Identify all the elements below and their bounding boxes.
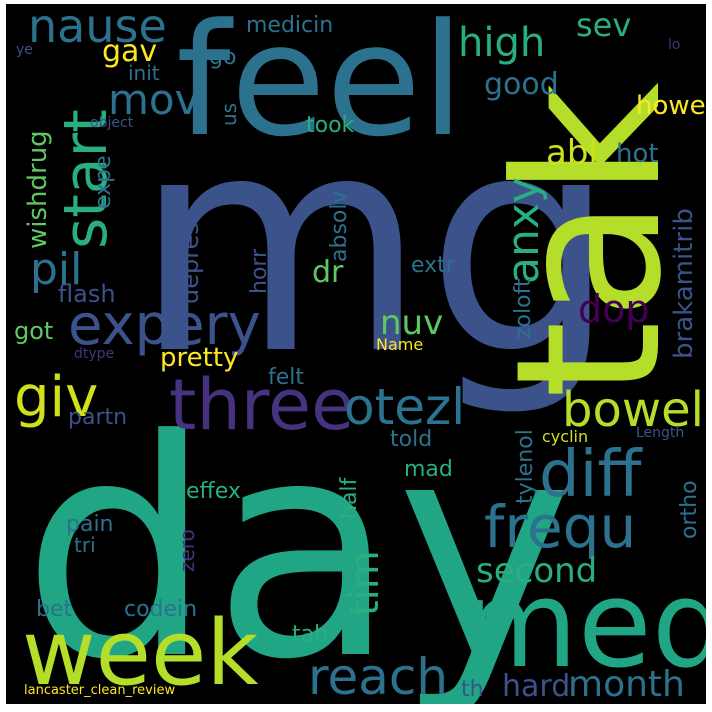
word-told: told (390, 427, 432, 452)
word-partn: partn (68, 405, 127, 430)
word-expe: expe (91, 155, 116, 209)
word-ortho: ortho (677, 480, 702, 539)
word-extr: extr (411, 253, 456, 278)
word-tim: tim (342, 550, 388, 616)
word-brakamitrib: brakamitrib (669, 208, 699, 359)
word-start: start (51, 109, 121, 249)
word-tri: tri (74, 533, 96, 557)
word-howe: howe (636, 91, 706, 121)
word-expery: expery (68, 293, 261, 358)
word-month: month (568, 664, 685, 704)
word-nuv: nuv (380, 303, 443, 343)
word-lancaster: lancaster_clean_review (24, 683, 175, 698)
word-effex: effex (186, 479, 241, 504)
word-mov: mov (108, 75, 199, 124)
word-second: second (476, 551, 597, 591)
word-zero: zero (175, 529, 199, 572)
word-took: took (306, 113, 355, 138)
word-otezl: otezl (344, 378, 465, 436)
word-day: day (22, 376, 574, 704)
word-mg: mg (134, 71, 617, 420)
word-giv: giv (14, 365, 98, 430)
word-sev: sev (576, 6, 631, 44)
word-hot: hot (616, 139, 659, 169)
word-nause: nause (28, 4, 167, 53)
word-bowel: bowel (562, 382, 704, 438)
word-reach: reach (308, 648, 448, 704)
word-name: Name (376, 335, 423, 354)
word-half: half (337, 476, 362, 519)
word-medicin: medicin (246, 13, 333, 38)
word-anxy: anxy (498, 177, 549, 284)
word-pil: pil (30, 244, 82, 295)
word-object: object (90, 115, 134, 131)
word-week: week (22, 601, 258, 704)
word-go: go (209, 45, 236, 70)
word-codein: codein (124, 597, 197, 622)
word-horr: horr (247, 248, 272, 294)
word-tak: tak (473, 82, 706, 399)
word-feel: feel (176, 4, 464, 171)
word-med: med (461, 556, 706, 695)
word-pain: pain (66, 512, 114, 537)
word-th: th (461, 677, 484, 702)
word-lo: lo (668, 37, 680, 53)
word-tylenol: tylenol (513, 429, 538, 504)
word-wishdrug: wishdrug (23, 130, 53, 249)
word-init: init (128, 61, 160, 85)
word-three: three (169, 364, 354, 446)
word-pretty: pretty (160, 343, 238, 373)
word-ye: ye (16, 42, 33, 58)
word-tab: tab (292, 622, 328, 647)
word-zoloft: zoloft (511, 278, 536, 339)
word-high: high (458, 20, 545, 66)
word-felt: felt (268, 365, 304, 390)
word-dop: dop (578, 287, 650, 331)
word-mad: mad (404, 457, 453, 482)
word-us: us (217, 103, 241, 126)
word-cloud: mg day tak feel week med three expery st… (6, 4, 706, 704)
word-got: got (14, 317, 53, 345)
word-frequ: frequ (484, 493, 636, 561)
word-cyclin: cyclin (542, 427, 588, 446)
word-abl: abl (546, 133, 598, 173)
word-bet: bet (36, 597, 73, 622)
word-flash: flash (58, 280, 116, 308)
word-length: Length (636, 425, 684, 441)
word-depress: depress (176, 210, 204, 304)
word-cloud-canvas: mg day tak feel week med three expery st… (14, 4, 706, 704)
word-good: good (484, 67, 559, 102)
word-hard: hard (502, 669, 570, 704)
word-absolv: absolv (327, 191, 352, 263)
word-gav: gav (102, 34, 157, 69)
word-dr: dr (312, 255, 344, 290)
word-diff: diff (539, 438, 643, 512)
word-dtype: dtype (74, 346, 114, 362)
